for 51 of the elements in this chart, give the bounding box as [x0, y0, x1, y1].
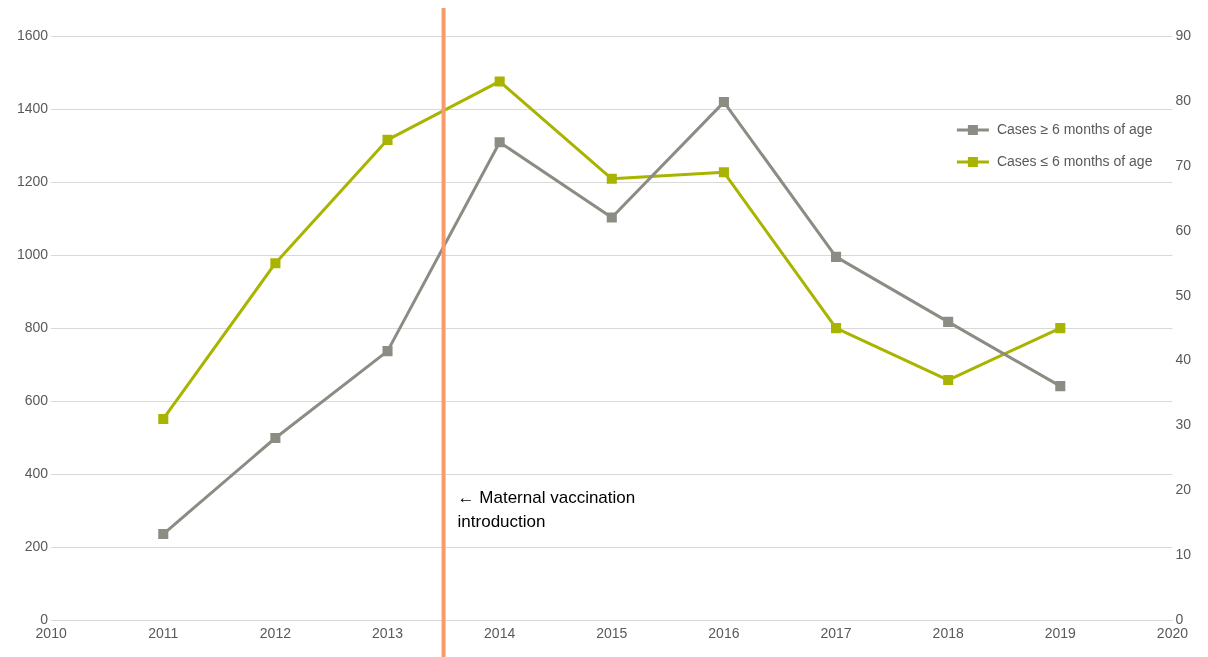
- y2-tick-label: 60: [1175, 221, 1192, 238]
- point: [943, 316, 954, 327]
- legend-label: Cases ≥ 6 months of age: [996, 120, 1153, 137]
- y2-tick-label: 90: [1175, 26, 1192, 43]
- y-tick-label: 1400: [16, 99, 49, 116]
- point: [494, 76, 505, 87]
- point: [1055, 323, 1066, 334]
- y-tick-label: 800: [24, 318, 49, 335]
- point: [494, 137, 505, 148]
- point: [382, 346, 393, 357]
- x-tick-label: 2011: [148, 625, 179, 642]
- x-tick-label: 2018: [932, 625, 964, 642]
- y2-tick-label: 0: [1175, 611, 1184, 628]
- y2-tick-label: 50: [1175, 286, 1192, 303]
- point: [158, 529, 169, 540]
- y-tick-label: 1200: [16, 172, 49, 189]
- y2-tick-label: 30: [1175, 416, 1192, 433]
- y-tick-label: 400: [24, 465, 49, 482]
- point: [382, 134, 393, 145]
- x-tick-label: 2015: [596, 625, 628, 642]
- x-tick-label: 2012: [259, 625, 292, 642]
- y2-tick-label: 20: [1175, 481, 1192, 498]
- y-tick-label: 1000: [16, 245, 49, 262]
- point: [606, 212, 617, 223]
- x-tick-label: 2016: [708, 625, 740, 642]
- legend-label: Cases ≤ 6 months of age: [996, 152, 1153, 169]
- x-tick-label: 2020: [1156, 625, 1189, 642]
- y2-tick-label: 10: [1175, 546, 1192, 563]
- y2-tick-label: 80: [1175, 91, 1192, 108]
- point: [831, 323, 842, 334]
- x-tick-label: 2014: [484, 625, 516, 642]
- point: [270, 258, 281, 269]
- x-tick-label: 2013: [371, 625, 404, 642]
- y-tick-label: 1600: [16, 26, 49, 43]
- point: [158, 413, 169, 425]
- point: [270, 432, 281, 444]
- y-tick-label: 600: [24, 391, 49, 408]
- point: [1055, 381, 1066, 392]
- x-tick-label: 2017: [820, 625, 852, 642]
- point: [606, 173, 617, 184]
- y-tick-label: 200: [24, 538, 49, 555]
- x-tick-label: 2019: [1044, 625, 1077, 642]
- ref-line-label: ← Maternal vaccination introduction: [457, 488, 636, 532]
- x-tick-label: 2010: [35, 625, 67, 642]
- point: [718, 167, 729, 178]
- point: [718, 97, 729, 108]
- y-tick-label: 0: [40, 611, 49, 628]
- y2-tick-label: 70: [1175, 156, 1192, 173]
- point: [943, 374, 954, 386]
- point: [831, 251, 842, 262]
- y2-tick-label: 40: [1175, 351, 1192, 368]
